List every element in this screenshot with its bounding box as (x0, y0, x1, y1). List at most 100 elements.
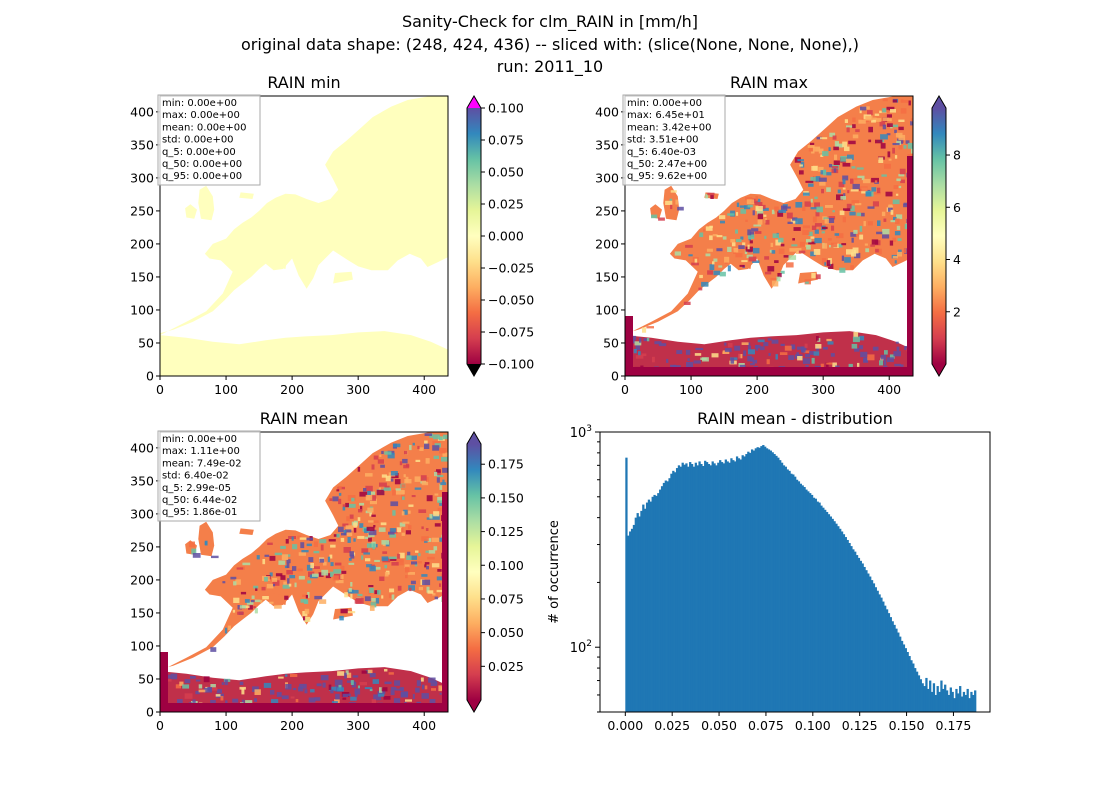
land-region (277, 258, 287, 269)
field-pixel (651, 214, 658, 219)
field-pixel (442, 479, 445, 483)
field-pixel (685, 244, 693, 248)
x-tick-label: 100 (679, 382, 703, 397)
field-pixel (849, 211, 856, 216)
field-pixel (818, 148, 824, 154)
field-pixel (427, 590, 434, 594)
colorbar-tick-label: 0.100 (488, 101, 524, 116)
field-pixel (368, 534, 375, 537)
field-pixel (222, 581, 226, 584)
field-pixel (345, 525, 353, 531)
field-pixel (361, 670, 368, 674)
field-pixel (642, 327, 647, 333)
histogram-bar (833, 521, 836, 712)
field-pixel (719, 215, 726, 220)
histogram-bar (762, 445, 765, 712)
field-pixel (382, 543, 387, 546)
field-pixel (712, 234, 718, 237)
colorbar-tick-label: −0.100 (488, 357, 534, 372)
field-pixel (237, 611, 244, 615)
x-tick-label: 100 (214, 382, 238, 397)
field-pixel (397, 558, 404, 563)
field-pixel (377, 459, 384, 464)
field-pixel (844, 119, 848, 123)
field-pixel (366, 564, 372, 568)
histogram-bar (700, 464, 703, 712)
field-pixel (744, 250, 748, 255)
histogram-bar (831, 518, 834, 712)
field-pixel (757, 219, 763, 225)
field-pixel (357, 466, 361, 472)
field-pixel (803, 350, 810, 354)
histogram-bar (790, 473, 793, 712)
field-pixel (735, 212, 739, 216)
field-pixel (210, 684, 216, 688)
field-pixel (313, 541, 318, 547)
field-pixel (302, 594, 309, 598)
field-pixel (738, 354, 743, 359)
histogram-bar (797, 481, 801, 712)
histogram-bar (900, 640, 904, 712)
field-pixel (371, 699, 376, 704)
field-pixel (751, 198, 758, 204)
field-pixel (227, 625, 231, 630)
stats-line: q_50: 2.47e+00 (627, 159, 707, 170)
histogram-bar (964, 694, 967, 712)
histogram-bar (647, 499, 651, 712)
field-pixel (811, 272, 816, 279)
field-pixel (810, 142, 815, 146)
field-pixel (233, 597, 240, 603)
field-pixel (308, 697, 316, 703)
field-pixel (306, 543, 312, 547)
histogram-bar (655, 495, 658, 712)
field-pixel (753, 224, 762, 227)
field-pixel (253, 606, 256, 609)
field-pixel (383, 696, 391, 700)
colorbar-frame (931, 95, 947, 377)
field-0 (160, 96, 448, 376)
field-pixel (179, 681, 184, 686)
histogram-bar (750, 449, 754, 712)
histogram-bar (801, 485, 804, 712)
field-pixel (348, 588, 352, 592)
field-pixel (391, 562, 399, 566)
field-pixel (407, 572, 415, 575)
histogram-bar (882, 601, 885, 712)
field-pixel (336, 687, 344, 692)
histogram-bar (629, 531, 632, 712)
histogram-bar (719, 460, 722, 712)
field-pixel (896, 225, 901, 230)
field-pixel (340, 537, 345, 542)
field-pixel (316, 683, 322, 687)
field-pixel (705, 226, 713, 231)
field-pixel (412, 442, 415, 446)
field-pixel (429, 513, 433, 519)
histogram-bar (692, 466, 696, 712)
field-pixel (893, 351, 901, 357)
field-pixel (850, 178, 854, 184)
field-pixel (353, 520, 358, 524)
field-pixel (713, 258, 718, 262)
histogram-bar (904, 648, 907, 712)
field-pixel (240, 591, 247, 595)
field-pixel (369, 673, 376, 678)
histogram-bar (870, 580, 874, 712)
field-pixel (232, 698, 239, 703)
histogram-bar (887, 613, 891, 712)
field-pixel (409, 587, 412, 592)
field-pixel (643, 338, 648, 342)
histogram-bar (687, 466, 690, 712)
field-pixel (851, 252, 857, 257)
field-pixel (364, 687, 373, 690)
colorbar-0 (467, 108, 481, 364)
field-pixel (844, 257, 851, 263)
field-pixel (439, 692, 442, 695)
field-pixel (368, 520, 374, 523)
field-pixel (346, 516, 350, 522)
field-pixel (851, 237, 854, 243)
field-1 (625, 96, 913, 376)
field-pixel (814, 202, 820, 208)
histogram-bar (803, 487, 806, 712)
field-pixel (369, 688, 373, 692)
stats-line: q_95: 0.00e+00 (162, 171, 242, 182)
